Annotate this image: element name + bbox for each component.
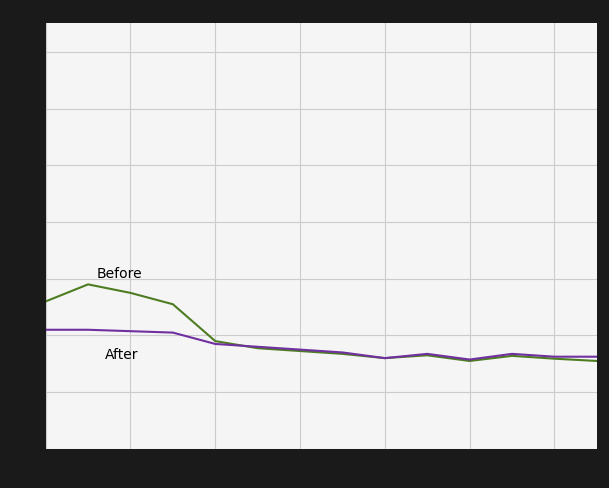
- Text: Before: Before: [97, 266, 142, 281]
- Text: After: After: [105, 347, 138, 361]
